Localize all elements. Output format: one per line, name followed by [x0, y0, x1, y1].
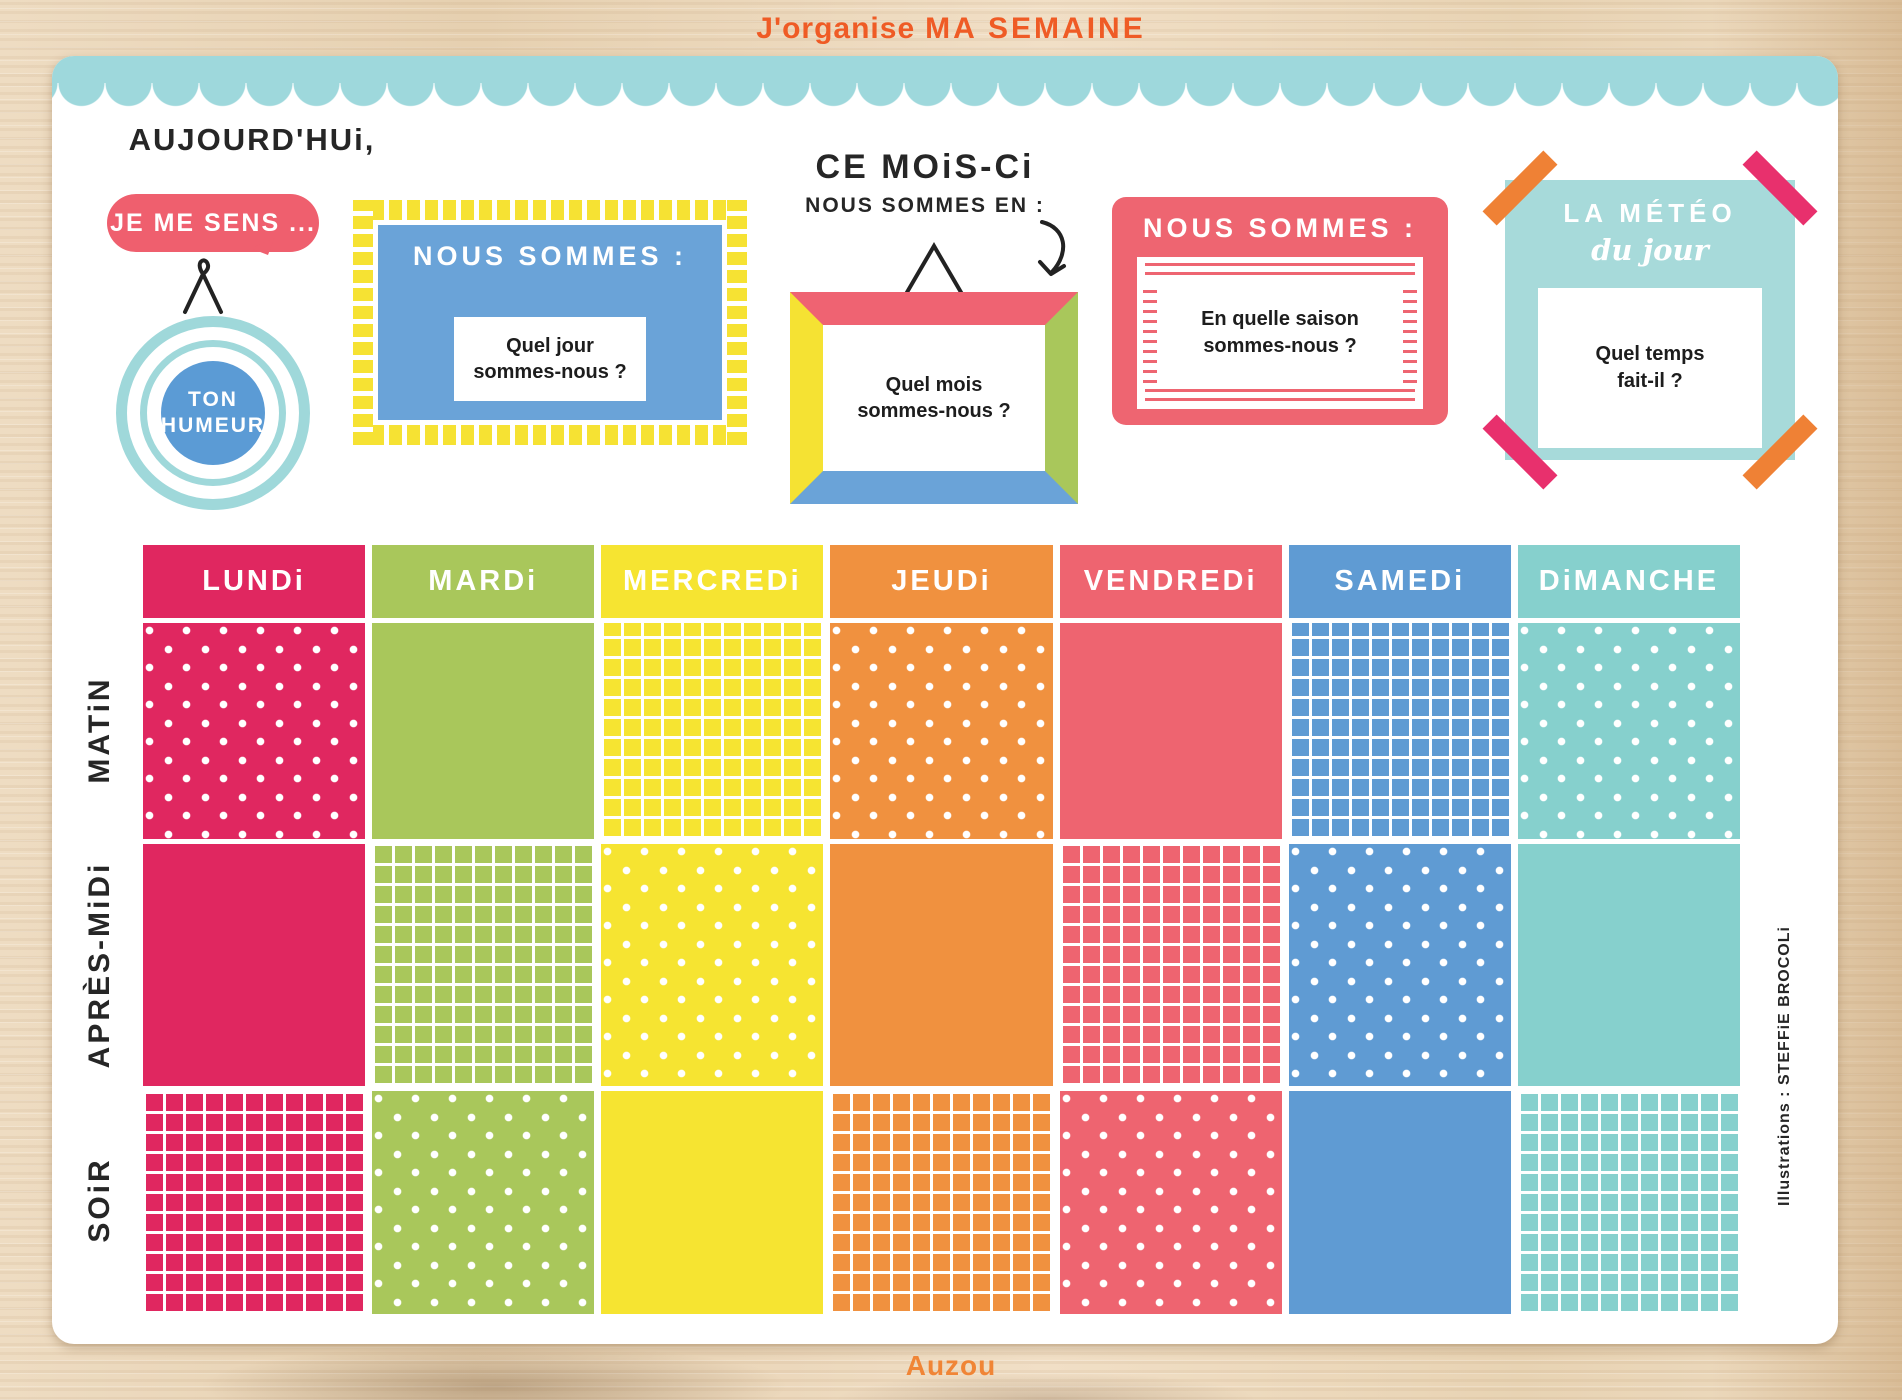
season-question-line1: En quelle saison	[1201, 308, 1359, 330]
day-column-jeudi: JEUDi	[830, 545, 1053, 1314]
grid-cell-dimanche-soir[interactable]	[1517, 1091, 1740, 1314]
grid-cell-vendredi-apres-midi[interactable]	[1059, 844, 1282, 1086]
grid-cell-lundi-apres-midi[interactable]	[143, 844, 366, 1086]
month-question-line2: sommes-nous ?	[857, 400, 1011, 422]
weather-panel-subtitle: du jour	[1591, 233, 1709, 267]
weather-question-line2: fait-il ?	[1617, 370, 1683, 392]
weather-panel-title: LA MÉTÉO	[1563, 198, 1737, 228]
mood-label-line2: HUMEUR	[160, 414, 266, 437]
row-label-soir: SOiR	[83, 1157, 116, 1243]
mood-speech-bubble: JE ME SENS ...	[107, 194, 319, 252]
grid-cell-mercredi-soir[interactable]	[601, 1091, 824, 1314]
illustrator-credit: Illustrations : STEFFiE BROCOLi	[1776, 926, 1793, 1206]
page-title-main: MA SEMAINE	[925, 12, 1146, 45]
day-column-vendredi: VENDREDi	[1059, 545, 1282, 1314]
day-column-samedi: SAMEDi	[1288, 545, 1511, 1314]
month-subheading: NOUS SOMMES EN :	[805, 194, 1045, 217]
day-header-dimanche: DiMANCHE	[1517, 545, 1740, 618]
grid-cell-mardi-soir[interactable]	[372, 1091, 595, 1314]
month-heading: CE MOiS-Ci	[815, 148, 1035, 186]
day-column-dimanche: DiMANCHE	[1517, 545, 1740, 1314]
season-question-slot[interactable]: En quelle saison sommes-nous ?	[1137, 257, 1423, 409]
mood-circle-slot[interactable]: TON HUMEUR	[161, 361, 265, 465]
month-question-line1: Quel mois	[885, 374, 983, 396]
stripe-decor-bottom	[1145, 389, 1415, 403]
grid-cell-mercredi-apres-midi[interactable]	[601, 844, 824, 1086]
weather-question-slot[interactable]: Quel temps fait-il ?	[1538, 288, 1762, 448]
ticket-border-left	[353, 200, 373, 445]
publisher-logo: Auzou	[905, 1350, 997, 1381]
weather-panel: LA MÉTÉO du jour Quel temps fait-il ?	[1482, 150, 1818, 490]
month-frame: Quel mois sommes-nous ?	[790, 292, 1078, 504]
mood-circle: TON HUMEUR	[116, 316, 310, 510]
stripe-decor-top	[1145, 263, 1415, 277]
day-header-mardi: MARDi	[372, 545, 595, 618]
mood-circle-ring: TON HUMEUR	[140, 340, 286, 486]
frame-hanger-icon	[902, 240, 966, 296]
day-header-mercredi: MERCREDi	[601, 545, 824, 618]
mood-label-line1: TON	[188, 387, 238, 411]
grid-cell-mardi-apres-midi[interactable]	[372, 844, 595, 1086]
day-panel: NOUS SOMMES : Quel jour sommes-nous ?	[353, 200, 747, 445]
day-header-jeudi: JEUDi	[830, 545, 1053, 618]
grid-cell-vendredi-matin[interactable]	[1059, 623, 1282, 839]
placemat: AUJOURD'HUi, JE ME SENS ... TON HUMEUR N…	[52, 56, 1838, 1344]
grid-cell-samedi-apres-midi[interactable]	[1288, 844, 1511, 1086]
month-question-slot[interactable]: Quel mois sommes-nous ?	[823, 325, 1045, 471]
weather-question-line1: Quel temps	[1595, 343, 1705, 365]
stripe-decor-left	[1143, 283, 1157, 383]
scallop-border	[52, 56, 1838, 108]
season-panel: NOUS SOMMES : En quelle saison sommes-no…	[1112, 197, 1448, 425]
grid-cell-jeudi-soir[interactable]	[830, 1091, 1053, 1314]
ticket-border-top	[353, 200, 747, 220]
today-heading: AUJOURD'HUi,	[128, 122, 376, 157]
stripe-decor-right	[1403, 283, 1417, 383]
day-header-vendredi: VENDREDi	[1059, 545, 1282, 618]
page-title-prefix: J'organise	[756, 12, 916, 45]
week-grid: LUNDi MARDi MERCREDi JEUDi VENDREDi SAMEDi DiM…	[143, 545, 1740, 1314]
grid-cell-jeudi-apres-midi[interactable]	[830, 844, 1053, 1086]
day-column-mercredi: MERCREDi	[601, 545, 824, 1314]
day-panel-inner: NOUS SOMMES : Quel jour sommes-nous ?	[378, 225, 722, 420]
day-question-line1: Quel jour	[506, 335, 594, 357]
grid-cell-vendredi-soir[interactable]	[1059, 1091, 1282, 1314]
page-title: J'organise MA SEMAINE	[0, 12, 1902, 46]
day-question-line2: sommes-nous ?	[473, 361, 627, 383]
curved-arrow-icon	[1034, 218, 1078, 280]
grid-cell-lundi-soir[interactable]	[143, 1091, 366, 1314]
grid-cell-mardi-matin[interactable]	[372, 623, 595, 839]
row-label-matin: MATiN	[83, 676, 116, 784]
ticket-border-bottom	[353, 425, 747, 445]
season-question-line2: sommes-nous ?	[1203, 335, 1357, 357]
grid-cell-jeudi-matin[interactable]	[830, 623, 1053, 839]
hanger-hook-icon	[178, 258, 228, 316]
season-panel-title: NOUS SOMMES :	[1142, 213, 1417, 243]
grid-cell-mercredi-matin[interactable]	[601, 623, 824, 839]
grid-cell-samedi-matin[interactable]	[1288, 623, 1511, 839]
day-header-lundi: LUNDi	[143, 545, 366, 618]
day-header-samedi: SAMEDi	[1288, 545, 1511, 618]
grid-cell-dimanche-matin[interactable]	[1517, 623, 1740, 839]
day-column-lundi: LUNDi	[143, 545, 366, 1314]
day-question-slot[interactable]: Quel jour sommes-nous ?	[454, 317, 646, 401]
grid-cell-lundi-matin[interactable]	[143, 623, 366, 839]
day-panel-title: NOUS SOMMES :	[412, 241, 687, 271]
ticket-border-right	[727, 200, 747, 445]
row-label-apres-midi: APRÈS-MiDi	[83, 861, 116, 1069]
day-column-mardi: MARDi	[372, 545, 595, 1314]
grid-cell-samedi-soir[interactable]	[1288, 1091, 1511, 1314]
grid-cell-dimanche-apres-midi[interactable]	[1517, 844, 1740, 1086]
